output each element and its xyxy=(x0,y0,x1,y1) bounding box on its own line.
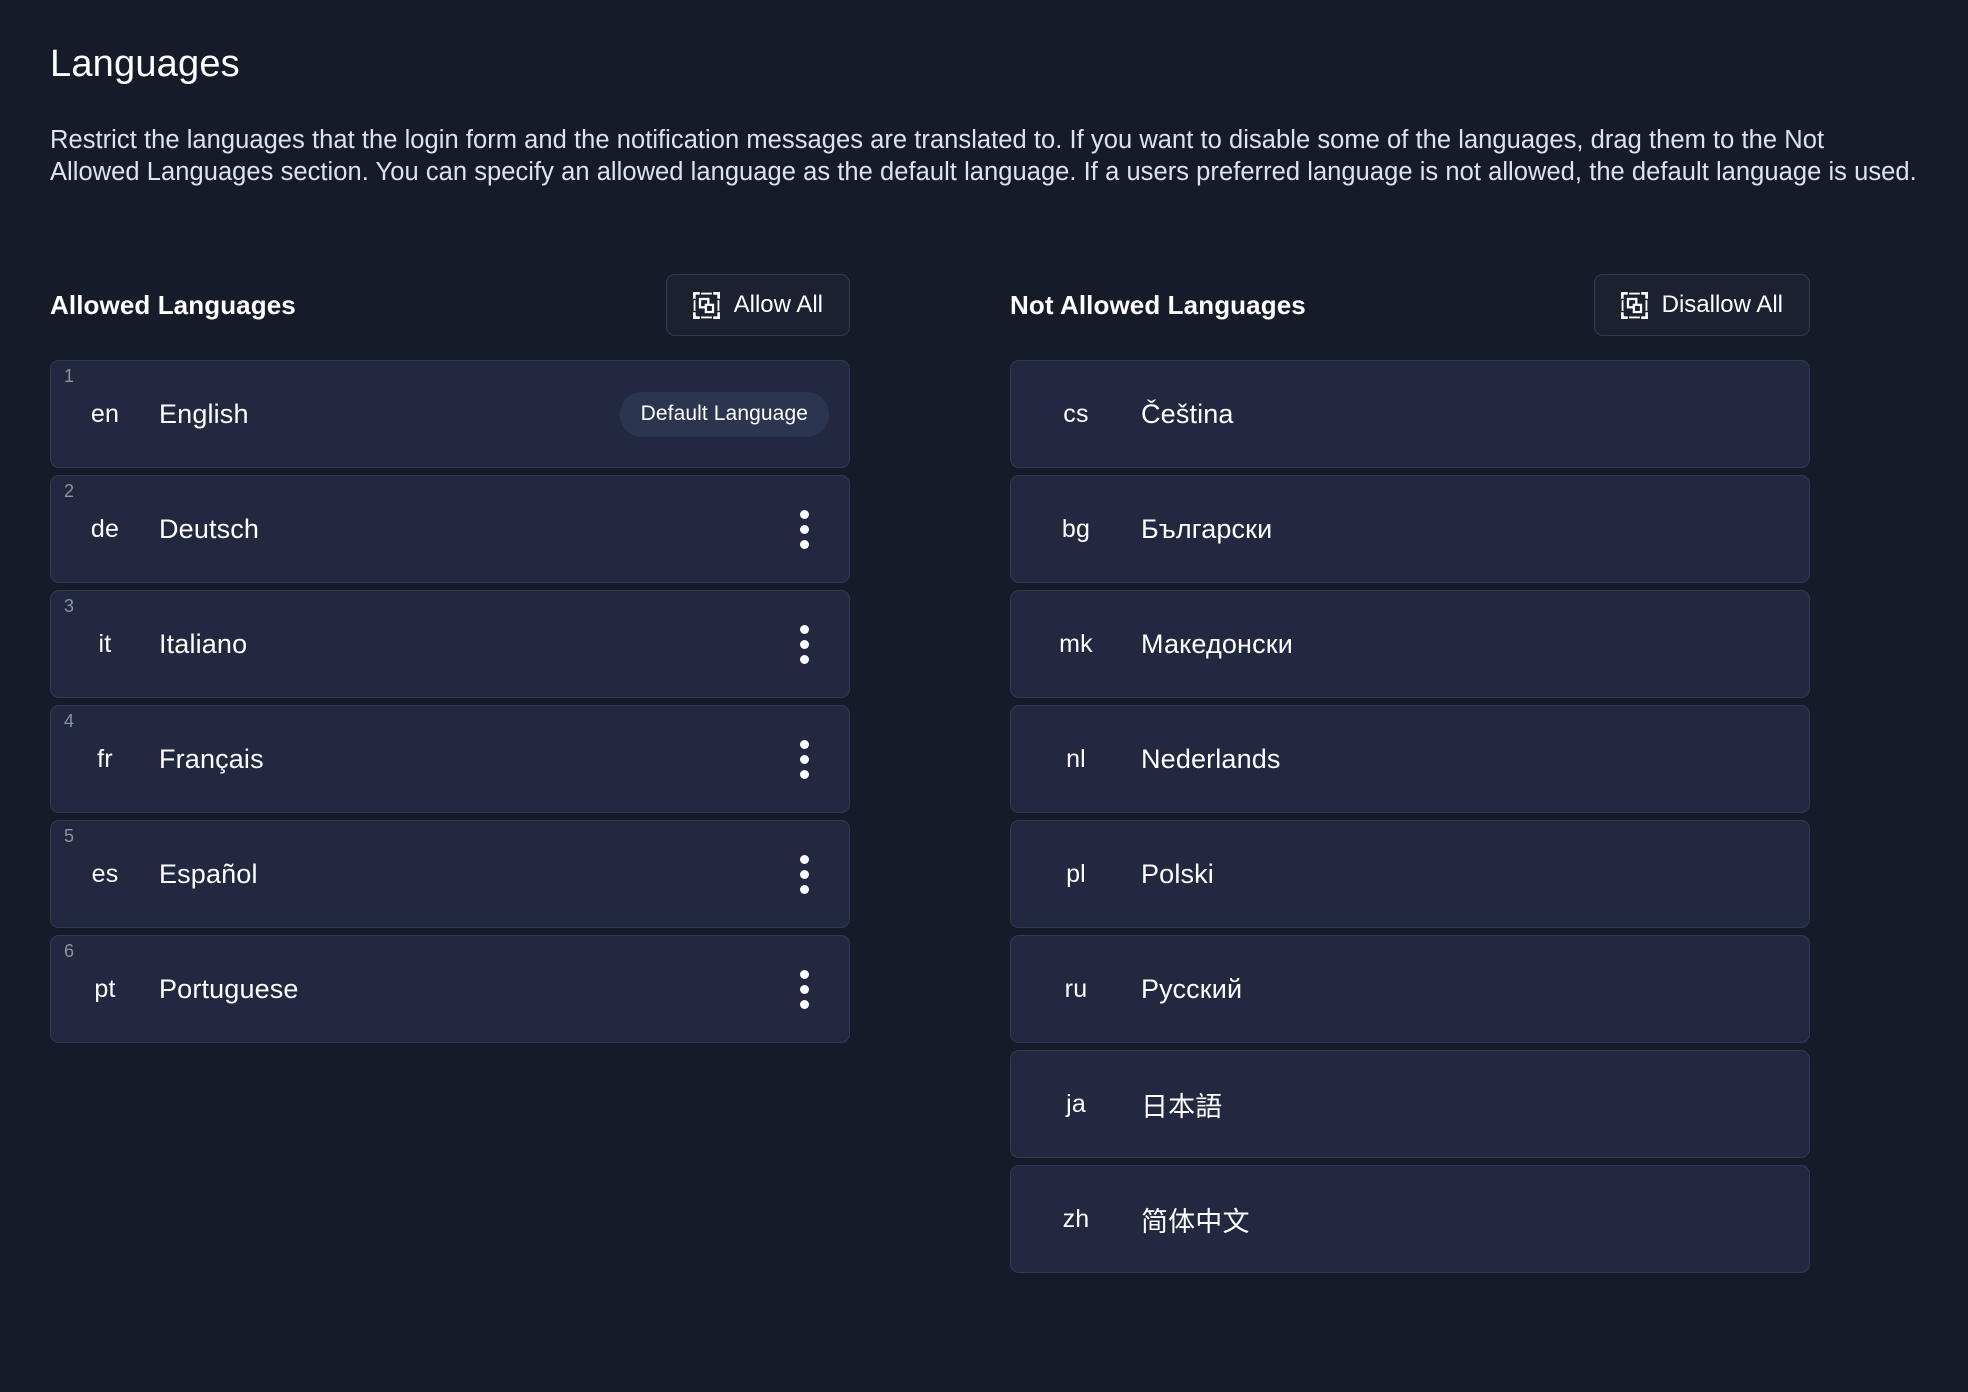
not-allowed-language-row[interactable]: nl Nederlands xyxy=(1010,705,1810,814)
allowed-language-row[interactable]: 2 de Deutsch xyxy=(50,475,850,584)
not-allowed-language-row[interactable]: cs Čeština xyxy=(1010,360,1810,469)
allow-all-button-label: Allow All xyxy=(733,291,823,319)
language-code: bg xyxy=(1061,514,1091,543)
language-code: pl xyxy=(1066,859,1086,888)
row-index: 6 xyxy=(64,941,75,962)
page-title: Languages xyxy=(50,43,240,85)
language-code: ja xyxy=(1066,1089,1086,1118)
not-allowed-language-row[interactable]: zh 简体中文 xyxy=(1010,1165,1810,1274)
language-name: Русский xyxy=(1141,973,1243,1004)
row-index: 4 xyxy=(64,711,75,732)
not-allowed-language-row[interactable]: ja 日本語 xyxy=(1010,1050,1810,1159)
language-name: Македонски xyxy=(1141,628,1293,659)
language-name: English xyxy=(159,398,249,429)
language-name: Français xyxy=(159,743,264,774)
languages-columns: Allowed Languages xyxy=(50,274,1918,1274)
select-all-objects-icon xyxy=(1620,291,1648,319)
allowed-language-row[interactable]: 5 es Español xyxy=(50,820,850,929)
not-allowed-languages-list: cs Čeština bg Български mk Македонски nl Nederl… xyxy=(1010,360,1810,1274)
allowed-language-row[interactable]: 4 fr Français xyxy=(50,705,850,814)
allowed-language-row[interactable]: 3 it Italiano xyxy=(50,590,850,699)
kebab-menu-icon[interactable] xyxy=(775,476,833,582)
row-index: 1 xyxy=(64,366,75,387)
select-all-objects-icon xyxy=(692,291,720,319)
kebab-menu-icon[interactable] xyxy=(775,821,833,927)
not-allowed-languages-header: Not Allowed Languages xyxy=(1010,274,1810,337)
language-code: nl xyxy=(1066,744,1086,773)
language-code: mk xyxy=(1059,629,1093,658)
disallow-all-button[interactable]: Disallow All xyxy=(1593,274,1810,337)
disallow-all-button-label: Disallow All xyxy=(1661,291,1783,319)
kebab-menu-icon[interactable] xyxy=(775,936,833,1042)
language-name: Español xyxy=(159,858,258,889)
language-code: pt xyxy=(94,974,116,1003)
language-code: de xyxy=(90,514,120,543)
row-index: 2 xyxy=(64,481,75,502)
kebab-menu-icon[interactable] xyxy=(775,591,833,697)
language-name: Polski xyxy=(1141,858,1214,889)
language-name: Български xyxy=(1141,513,1273,544)
not-allowed-language-row[interactable]: bg Български xyxy=(1010,475,1810,584)
not-allowed-languages-title: Not Allowed Languages xyxy=(1010,289,1306,320)
allowed-languages-list: 1 en English Default Language 2 de Deutsch 3 it I… xyxy=(50,360,850,1044)
kebab-menu-icon[interactable] xyxy=(775,706,833,812)
allow-all-button[interactable]: Allow All xyxy=(665,274,850,337)
language-code: cs xyxy=(1063,399,1089,428)
language-name: Nederlands xyxy=(1141,743,1281,774)
language-name: Deutsch xyxy=(159,513,260,544)
not-allowed-language-row[interactable]: ru Русский xyxy=(1010,935,1810,1044)
language-name: Italiano xyxy=(159,628,248,659)
language-code: zh xyxy=(1062,1204,1090,1233)
page-description: Restrict the languages that the login fo… xyxy=(50,125,1917,186)
language-code: ru xyxy=(1064,974,1088,1003)
language-name: Čeština xyxy=(1141,398,1234,429)
language-code: fr xyxy=(97,744,113,773)
language-name: Portuguese xyxy=(159,973,299,1004)
row-index: 5 xyxy=(64,826,75,847)
allowed-languages-title: Allowed Languages xyxy=(50,289,296,320)
allowed-languages-column: Allowed Languages xyxy=(50,274,850,1273)
default-language-badge: Default Language xyxy=(619,391,829,437)
language-name: 日本語 xyxy=(1141,1091,1223,1122)
allowed-language-row[interactable]: 1 en English Default Language xyxy=(50,360,850,469)
not-allowed-languages-column: Not Allowed Languages xyxy=(1010,274,1810,1274)
language-name: 简体中文 xyxy=(1141,1206,1250,1237)
allowed-language-row[interactable]: 6 pt Portuguese xyxy=(50,935,850,1044)
not-allowed-language-row[interactable]: pl Polski xyxy=(1010,820,1810,929)
allowed-languages-header: Allowed Languages xyxy=(50,274,850,337)
language-code: it xyxy=(98,629,112,658)
row-index: 3 xyxy=(64,596,75,617)
not-allowed-language-row[interactable]: mk Македонски xyxy=(1010,590,1810,699)
language-code: es xyxy=(91,859,119,888)
language-code: en xyxy=(90,399,120,428)
